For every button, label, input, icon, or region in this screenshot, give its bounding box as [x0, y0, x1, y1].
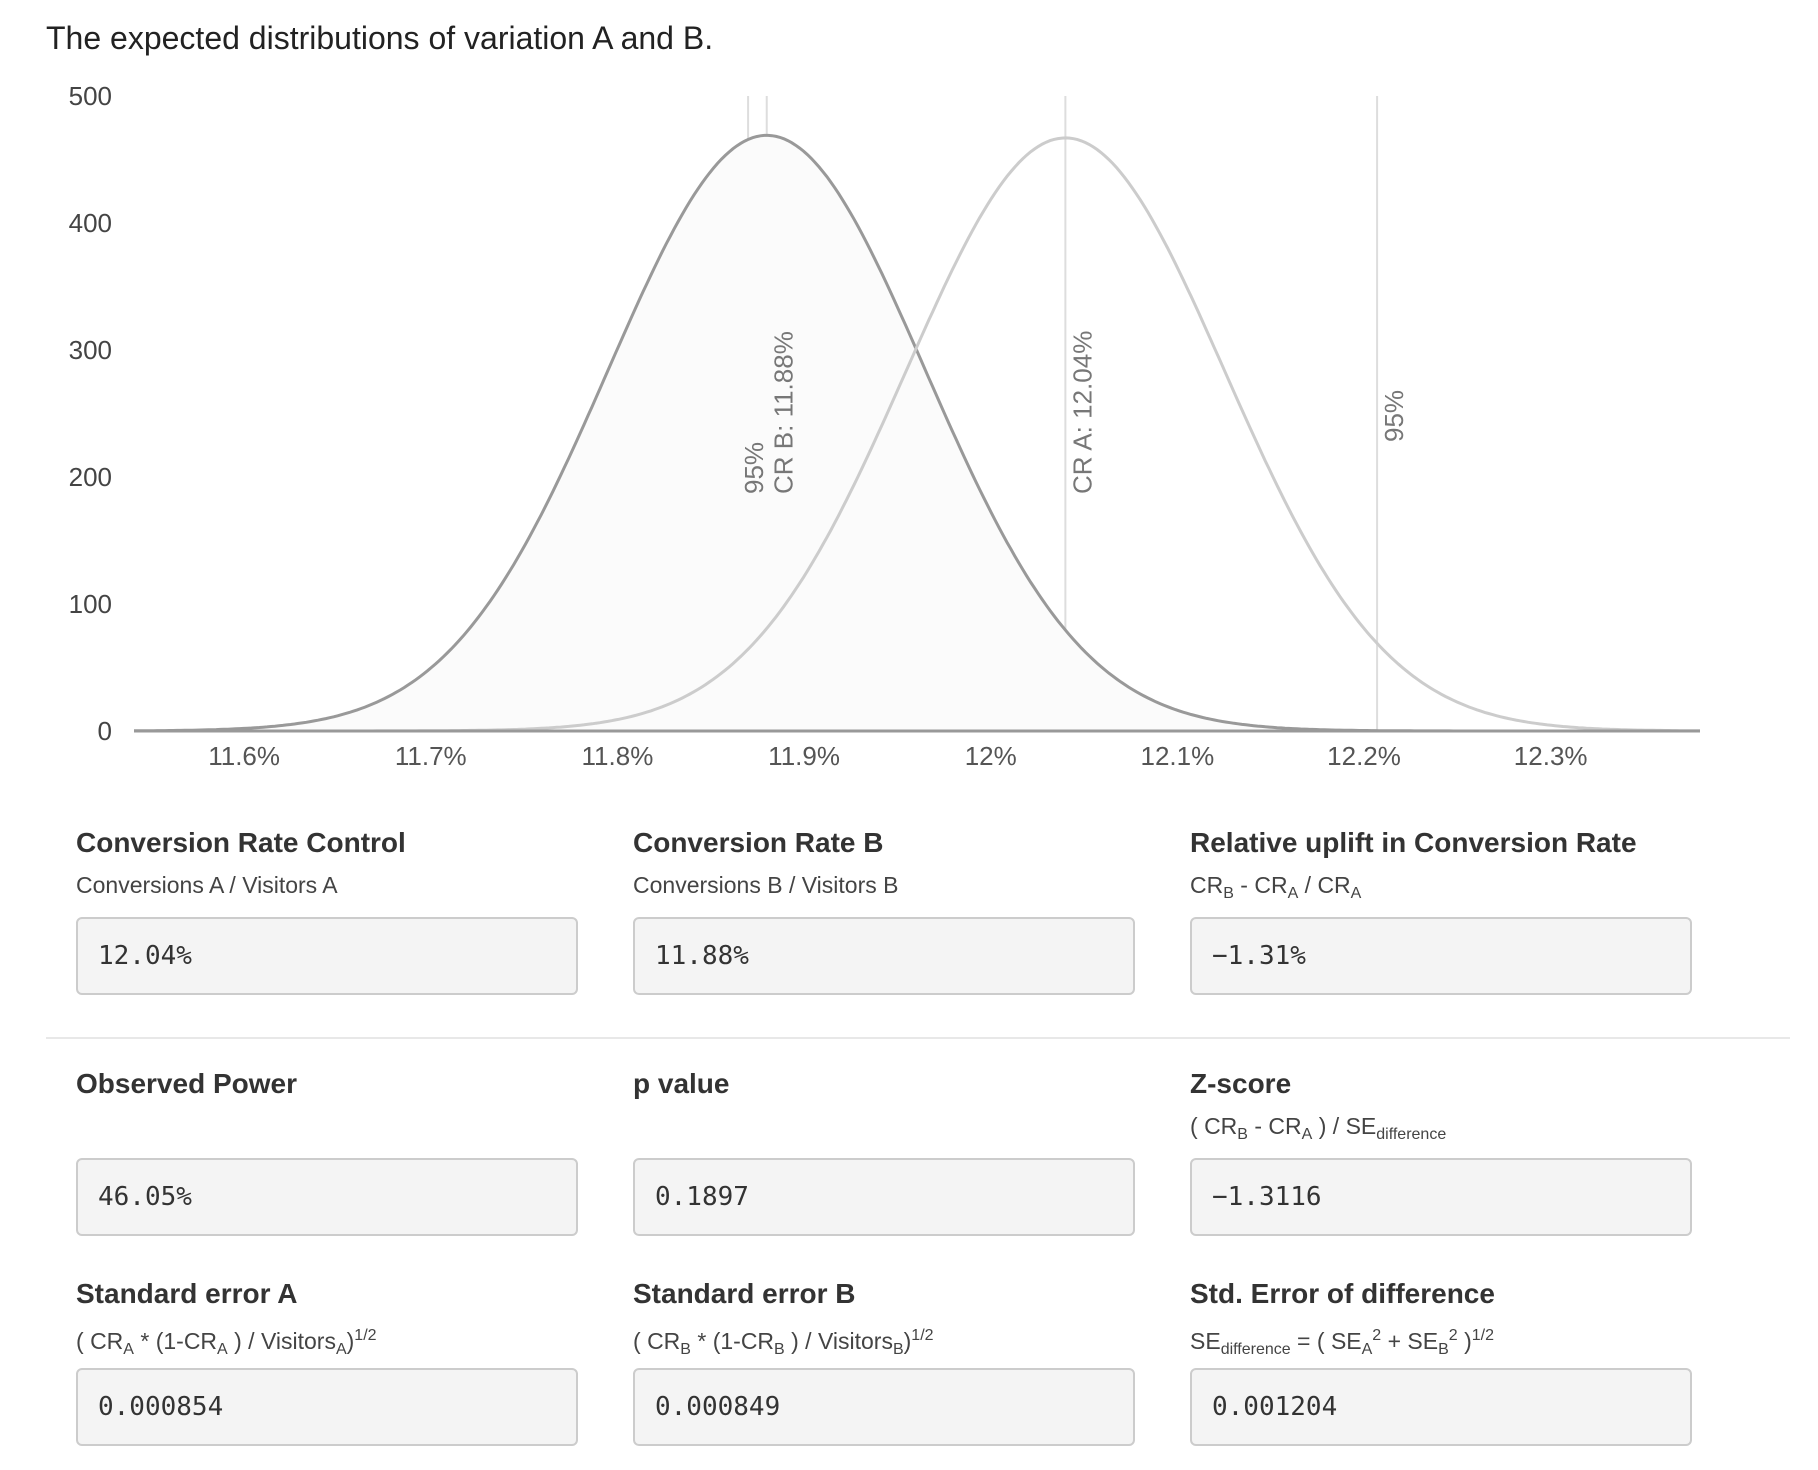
se-diff-formula: SEdifference = ( SEA2 + SEB2 )1/2 [1190, 1327, 1494, 1358]
power-group: Observed Power [76, 1066, 578, 1236]
pvalue-label: p value [633, 1068, 730, 1099]
x-tick-label: 11.8% [582, 741, 654, 770]
x-tick-label: 12.1% [1141, 741, 1215, 770]
reference-line-label: 95% [1379, 390, 1409, 442]
se-b-input[interactable] [633, 1368, 1135, 1446]
x-tick-label: 12.2% [1327, 741, 1401, 770]
x-tick-label: 11.9% [768, 741, 840, 770]
se-b-group: Standard error B ( CRB * (1-CRB ) / Visi… [633, 1276, 1135, 1446]
power-formula [76, 1110, 578, 1142]
cr-control-formula: Conversions A / Visitors A [76, 872, 338, 898]
uplift-formula: CRB - CRA / CRA [1190, 872, 1362, 902]
pvalue-formula [633, 1110, 1135, 1142]
y-tick-label: 300 [69, 335, 112, 365]
section-divider [46, 1037, 1790, 1039]
x-tick-label: 12% [965, 741, 1017, 770]
pvalue-input[interactable] [633, 1158, 1135, 1236]
y-tick-label: 100 [69, 589, 112, 619]
se-b-formula: ( CRB * (1-CRB ) / VisitorsB)1/2 [633, 1327, 934, 1358]
cr-b-input[interactable] [633, 917, 1135, 995]
se-a-formula: ( CRA * (1-CRA ) / VisitorsA)1/2 [76, 1327, 377, 1358]
se-diff-group: Std. Error of difference SEdifference = … [1190, 1276, 1692, 1446]
distribution-chart: 95% CR B: 11.88% CR A: 12.04% 95%11.6% 11.7%… [69, 81, 1700, 770]
pvalue-group: p value [633, 1066, 1135, 1236]
cr-control-label: Conversion Rate Control [76, 827, 406, 858]
se-a-label: Standard error A [76, 1278, 298, 1309]
chart-title: The expected distributions of variation … [46, 20, 714, 56]
cr-control-input[interactable] [76, 917, 578, 995]
se-diff-input[interactable] [1190, 1368, 1692, 1446]
uplift-label: Relative uplift in Conversion Rate [1190, 827, 1637, 858]
x-tick-label: 12.3% [1514, 741, 1588, 770]
cr-b-label: Conversion Rate B [633, 827, 884, 858]
reference-line-label: 95% [739, 442, 769, 494]
x-tick-label: 11.6% [208, 741, 280, 770]
y-tick-label: 500 [69, 81, 112, 111]
zscore-label: Z-score [1190, 1068, 1292, 1099]
y-tick-label: 200 [69, 462, 112, 492]
y-tick-label: 0 [98, 716, 112, 746]
se-a-input[interactable] [76, 1368, 578, 1446]
y-tick-label: 400 [69, 208, 112, 238]
reference-line-label: CR A: 12.04% [1067, 331, 1097, 494]
cr-control-group: Conversion Rate Control Conversions A / … [76, 825, 578, 995]
se-diff-label: Std. Error of difference [1190, 1278, 1495, 1309]
zscore-group: Z-score ( CRB - CRA ) / SEdifference [1190, 1066, 1692, 1236]
cr-b-formula: Conversions B / Visitors B [633, 872, 899, 898]
uplift-group: Relative uplift in Conversion Rate CRB -… [1190, 825, 1692, 995]
se-b-label: Standard error B [633, 1278, 856, 1309]
power-label: Observed Power [76, 1068, 297, 1099]
zscore-input[interactable] [1190, 1158, 1692, 1236]
x-tick-label: 11.7% [395, 741, 467, 770]
reference-line-label: CR B: 11.88% [769, 331, 799, 494]
se-a-group: Standard error A ( CRA * (1-CRA ) / Visi… [76, 1276, 578, 1446]
zscore-formula: ( CRB - CRA ) / SEdifference [1190, 1113, 1447, 1143]
series-fill [134, 135, 1700, 731]
uplift-input[interactable] [1190, 917, 1692, 995]
power-input[interactable] [76, 1158, 578, 1236]
cr-b-group: Conversion Rate B Conversions B / Visito… [633, 825, 1135, 995]
